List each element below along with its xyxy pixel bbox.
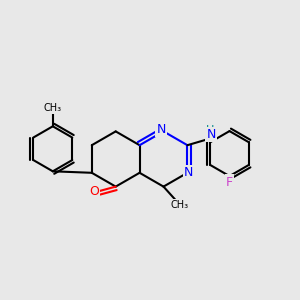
Text: H: H (206, 125, 214, 135)
Text: O: O (89, 184, 99, 198)
Text: N: N (156, 122, 166, 136)
Text: F: F (226, 176, 233, 189)
Text: CH₃: CH₃ (44, 103, 62, 113)
Text: N: N (184, 166, 194, 179)
Text: CH₃: CH₃ (171, 200, 189, 210)
Text: N: N (207, 128, 216, 141)
